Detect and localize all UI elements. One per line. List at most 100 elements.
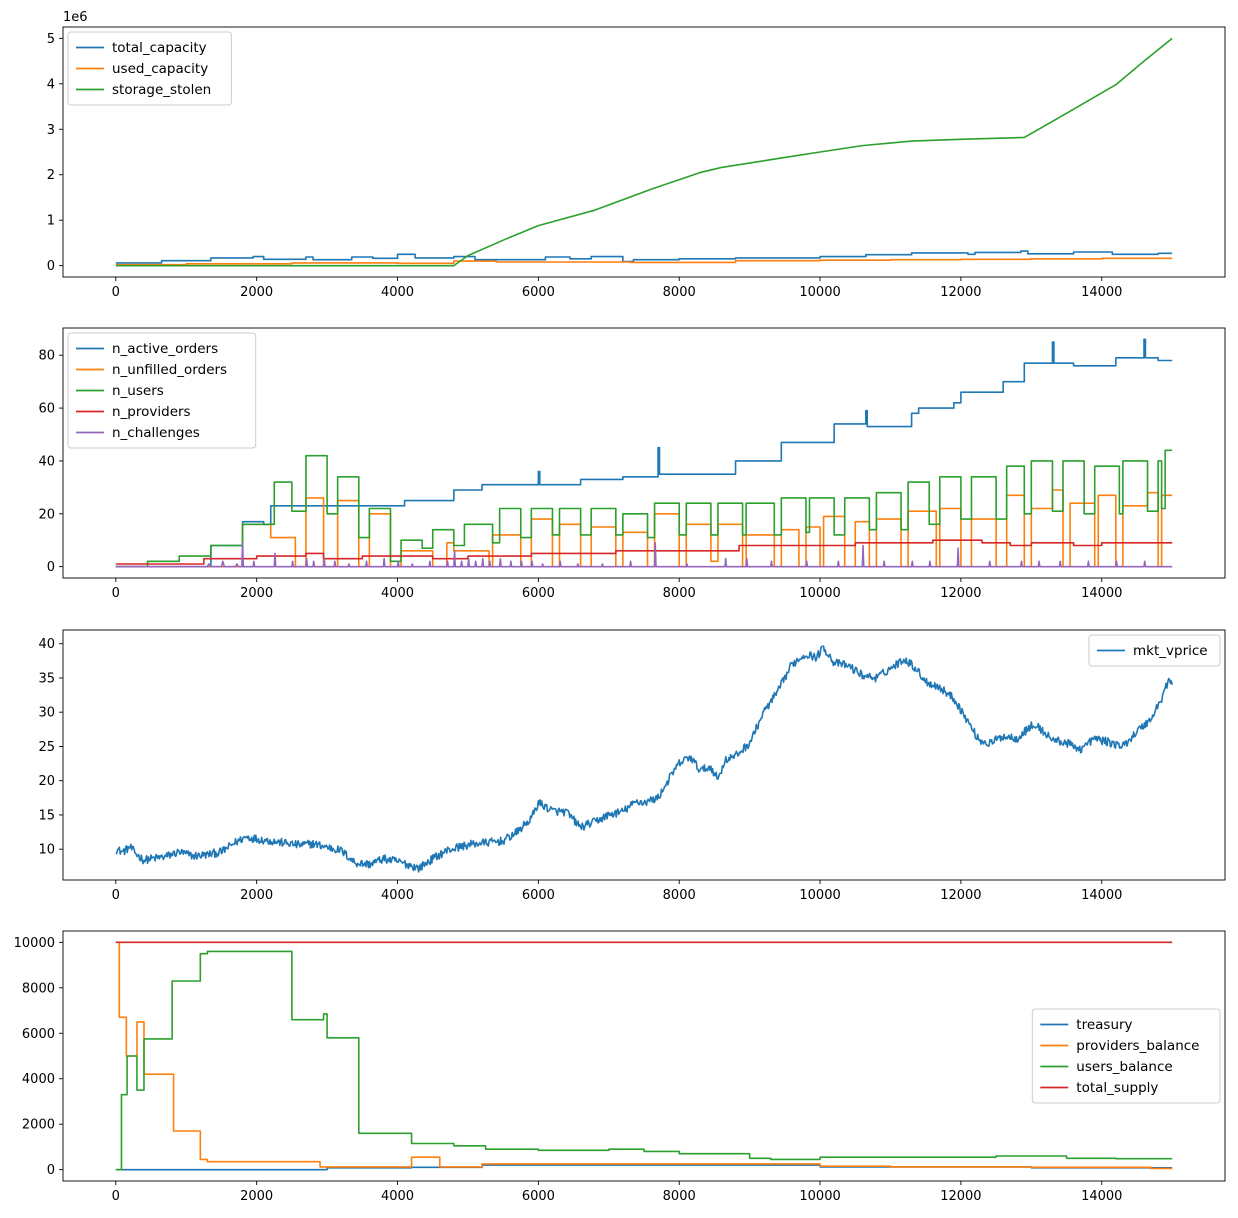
- y-tick-label: 6000: [22, 1027, 55, 1042]
- y-tick-label: 8000: [22, 981, 55, 996]
- x-tick-label: 6000: [522, 586, 555, 601]
- x-tick-label: 14000: [1081, 1189, 1122, 1204]
- series-group: [115, 941, 1173, 1171]
- x-tick-label: 8000: [663, 1189, 696, 1204]
- y-tick-label: 0: [47, 1163, 55, 1178]
- series-line-n-challenges: [115, 542, 1173, 568]
- x-tick-label: 2000: [240, 888, 273, 903]
- legend: treasury providers_balance users_balanceto…: [1031, 1008, 1221, 1104]
- legend-box: [67, 332, 257, 449]
- x-tick-label: 12000: [940, 285, 981, 300]
- x-tick-label: 0: [112, 285, 120, 300]
- x-tick-label: 8000: [663, 285, 696, 300]
- x-tick-label: 0: [112, 1189, 120, 1204]
- y-offset-label: 1e6: [63, 10, 88, 25]
- y-tick-label: 2: [47, 168, 55, 183]
- y-tick-label: 3: [47, 123, 55, 138]
- panel-1: 0 2000 4000 6000 8000 10000 12000 14000 0 1 2 3 4 5 1e…: [47, 10, 1226, 300]
- x-tick-label: 10000: [799, 285, 840, 300]
- y-tick-label: 25: [38, 740, 55, 755]
- panel-3: 0 2000 4000 6000 8000 10000 12000 14000 10 15 20 25…: [38, 629, 1226, 903]
- x-tick-label: 2000: [240, 1189, 273, 1204]
- y-tick-label: 4: [47, 77, 55, 92]
- legend-box: [67, 31, 232, 106]
- panel-4: 0 2000 4000 6000 8000 10000 12000 14000 0 2000 400…: [14, 930, 1226, 1204]
- series-line-n-active-orders: [115, 338, 1173, 568]
- panel-2: 0 2000 4000 6000 8000 10000 12000 14000 0 20 40 60 8…: [38, 327, 1226, 601]
- legend-box: [1088, 634, 1221, 667]
- series-line-providers-balance: [115, 941, 1173, 1170]
- x-tick-label: 4000: [381, 586, 414, 601]
- y-tick-label: 0: [47, 560, 55, 575]
- x-tick-label: 12000: [940, 586, 981, 601]
- x-tick-label: 10000: [799, 586, 840, 601]
- series-group: [115, 338, 1173, 568]
- legend: total_capacity used_capacity storage_stole…: [67, 31, 232, 106]
- y-tick-label: 40: [38, 637, 55, 652]
- axes-frame: [62, 26, 1226, 278]
- legend-box: [1031, 1008, 1221, 1104]
- y-tick-label: 30: [38, 706, 55, 721]
- y-tick-label: 2000: [22, 1118, 55, 1133]
- y-tick-label: 40: [38, 454, 55, 469]
- x-tick-label: 10000: [799, 888, 840, 903]
- series-line-total-capacity: [115, 250, 1173, 264]
- x-tick-label: 8000: [663, 888, 696, 903]
- legend-label: treasury: [1076, 1017, 1132, 1033]
- x-tick-label: 8000: [663, 586, 696, 601]
- x-tick-label: 6000: [522, 285, 555, 300]
- y-tick-label: 5: [47, 32, 55, 47]
- x-tick-label: 6000: [522, 1189, 555, 1204]
- legend-label: n_active_orders: [112, 341, 218, 357]
- legend-label: n_challenges: [112, 425, 200, 441]
- x-tick-label: 4000: [381, 1189, 414, 1204]
- y-tick-label: 10: [38, 843, 55, 858]
- legend-label: n_unfilled_orders: [112, 362, 227, 378]
- axes-frame: [62, 629, 1226, 881]
- y-tick-label: 80: [38, 349, 55, 364]
- legend-label: total_supply: [1076, 1080, 1158, 1096]
- axes-frame: [62, 930, 1226, 1182]
- y-tick-label: 35: [38, 671, 55, 686]
- series-line-storage-stolen: [115, 37, 1173, 267]
- x-tick-label: 2000: [240, 285, 273, 300]
- legend: n_active_orders n_unfilled_orders n_usersn…: [67, 332, 257, 449]
- x-tick-label: 4000: [381, 285, 414, 300]
- y-tick-label: 20: [38, 507, 55, 522]
- x-tick-label: 12000: [940, 1189, 981, 1204]
- y-tick-label: 60: [38, 402, 55, 417]
- legend: mkt_vprice: [1088, 634, 1221, 667]
- x-tick-label: 0: [112, 888, 120, 903]
- x-tick-label: 12000: [940, 888, 981, 903]
- series-line-mkt-vprice: [115, 645, 1173, 873]
- x-tick-label: 2000: [240, 586, 273, 601]
- legend-label: providers_balance: [1076, 1038, 1199, 1054]
- y-tick-label: 10000: [14, 936, 55, 951]
- y-tick-label: 15: [38, 808, 55, 823]
- legend-label: storage_stolen: [112, 82, 211, 98]
- legend-label: n_users: [112, 383, 164, 399]
- x-tick-label: 14000: [1081, 285, 1122, 300]
- x-tick-label: 14000: [1081, 888, 1122, 903]
- legend-label: users_balance: [1076, 1059, 1172, 1075]
- y-tick-label: 0: [47, 259, 55, 274]
- legend-label: mkt_vprice: [1133, 643, 1208, 659]
- legend-label: total_capacity: [112, 40, 207, 56]
- x-tick-label: 6000: [522, 888, 555, 903]
- series-line-n-unfilled-orders: [115, 489, 1173, 568]
- y-tick-label: 4000: [22, 1072, 55, 1087]
- x-tick-label: 14000: [1081, 586, 1122, 601]
- y-tick-label: 20: [38, 774, 55, 789]
- series-group: [115, 645, 1173, 873]
- series-line-n-providers: [115, 539, 1173, 565]
- legend-label: used_capacity: [112, 61, 208, 77]
- axes-frame: [62, 327, 1226, 579]
- series-line-users-balance: [115, 950, 1173, 1171]
- series-line-n-users: [115, 449, 1173, 568]
- legend-label: n_providers: [112, 404, 191, 420]
- y-tick-label: 1: [47, 214, 55, 229]
- x-tick-label: 10000: [799, 1189, 840, 1204]
- x-tick-label: 4000: [381, 888, 414, 903]
- series-group: [115, 37, 1173, 267]
